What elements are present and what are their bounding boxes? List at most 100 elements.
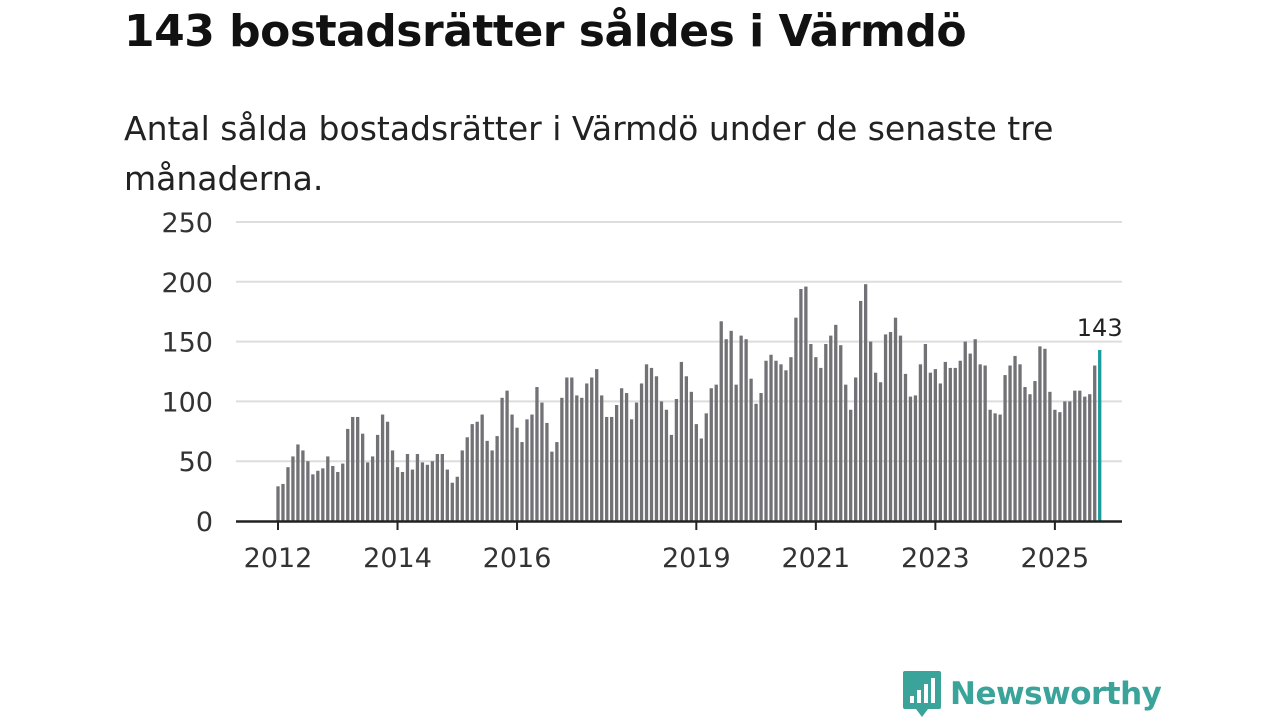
bar bbox=[1083, 396, 1087, 521]
bar bbox=[664, 409, 669, 521]
bar bbox=[1053, 409, 1057, 521]
bar bbox=[465, 437, 469, 521]
bar bbox=[619, 388, 624, 521]
bar bbox=[1068, 401, 1072, 521]
bar bbox=[565, 377, 569, 521]
bar bbox=[605, 416, 609, 521]
bar bbox=[734, 384, 738, 521]
bar bbox=[530, 414, 534, 521]
bar bbox=[824, 343, 828, 521]
chart-subtitle: Antal sålda bostadsrätter i Värmdö under… bbox=[124, 109, 1054, 198]
bar bbox=[346, 428, 350, 521]
bar bbox=[1018, 364, 1022, 521]
bar bbox=[545, 422, 549, 521]
bar bbox=[1093, 365, 1097, 521]
bar bbox=[585, 383, 589, 521]
bar bbox=[649, 367, 654, 521]
bar bbox=[674, 399, 679, 521]
chart-title: 143 bostadsrätter såldes i Värmdö bbox=[124, 6, 967, 57]
bar bbox=[470, 424, 474, 521]
brand-footer[interactable]: Newsworthy bbox=[902, 670, 1162, 718]
bar bbox=[784, 370, 788, 521]
bar bbox=[918, 364, 923, 521]
bar bbox=[1013, 355, 1017, 521]
bar bbox=[281, 483, 285, 521]
bar bbox=[908, 396, 913, 521]
bar bbox=[983, 365, 987, 521]
bar bbox=[1028, 394, 1032, 521]
bar bbox=[361, 433, 365, 521]
bar bbox=[1023, 387, 1027, 521]
bar bbox=[365, 462, 370, 521]
x-tick-label: 2016 bbox=[483, 543, 552, 574]
data-label-latest: 143 bbox=[1077, 314, 1123, 342]
bar bbox=[321, 468, 325, 521]
bar bbox=[286, 467, 290, 521]
bar bbox=[1048, 391, 1052, 521]
bar bbox=[694, 424, 698, 521]
bar bbox=[709, 388, 713, 521]
bar bbox=[988, 409, 992, 521]
bar bbox=[834, 324, 838, 521]
bar bbox=[575, 395, 579, 521]
bar bbox=[739, 335, 743, 521]
bar bbox=[898, 335, 903, 521]
bar bbox=[903, 373, 908, 521]
bar bbox=[1008, 365, 1012, 521]
bar bbox=[948, 367, 952, 521]
bar bbox=[953, 367, 957, 521]
bar bbox=[475, 421, 479, 521]
bar bbox=[460, 450, 464, 521]
bar bbox=[679, 361, 684, 521]
bar bbox=[1043, 348, 1047, 521]
y-tick-label: 200 bbox=[161, 268, 213, 299]
bar bbox=[490, 450, 494, 521]
bar bbox=[749, 378, 753, 521]
bar bbox=[550, 451, 554, 521]
bar bbox=[968, 353, 972, 521]
bar bbox=[595, 369, 599, 521]
bar bbox=[311, 474, 315, 521]
bar bbox=[873, 372, 878, 521]
bar bbox=[854, 377, 858, 521]
bar bbox=[789, 357, 793, 521]
bar bbox=[799, 288, 803, 521]
bar bbox=[1058, 412, 1062, 521]
bar bbox=[590, 377, 594, 521]
bar bbox=[868, 341, 873, 521]
bar bbox=[938, 383, 942, 521]
bar bbox=[425, 464, 430, 521]
bar bbox=[634, 402, 639, 521]
x-tick-label: 2019 bbox=[662, 543, 731, 574]
bar bbox=[1088, 394, 1092, 521]
bar bbox=[400, 471, 405, 521]
brand-name: Newsworthy bbox=[950, 676, 1162, 712]
bars bbox=[276, 284, 1102, 521]
bar bbox=[614, 404, 619, 521]
bar bbox=[306, 461, 310, 521]
bar bbox=[654, 376, 659, 521]
bar bbox=[819, 367, 823, 521]
bar bbox=[928, 372, 933, 521]
bar bbox=[560, 397, 564, 521]
bar bbox=[754, 403, 758, 521]
bar bbox=[624, 393, 629, 521]
bar bbox=[351, 416, 355, 521]
bar bbox=[764, 360, 768, 521]
bar bbox=[689, 391, 693, 521]
bar bbox=[385, 421, 390, 521]
bar bbox=[455, 476, 459, 521]
bar bbox=[888, 332, 893, 521]
bar bbox=[301, 450, 305, 521]
bar bbox=[943, 361, 947, 521]
bar bbox=[839, 345, 843, 521]
bar bbox=[829, 335, 833, 521]
y-tick-label: 50 bbox=[179, 447, 213, 478]
y-tick-label: 0 bbox=[196, 507, 213, 538]
y-tick-label: 250 bbox=[161, 208, 213, 239]
bar bbox=[505, 390, 509, 521]
bar bbox=[420, 462, 425, 521]
bar bbox=[684, 376, 689, 521]
bar bbox=[774, 360, 778, 521]
